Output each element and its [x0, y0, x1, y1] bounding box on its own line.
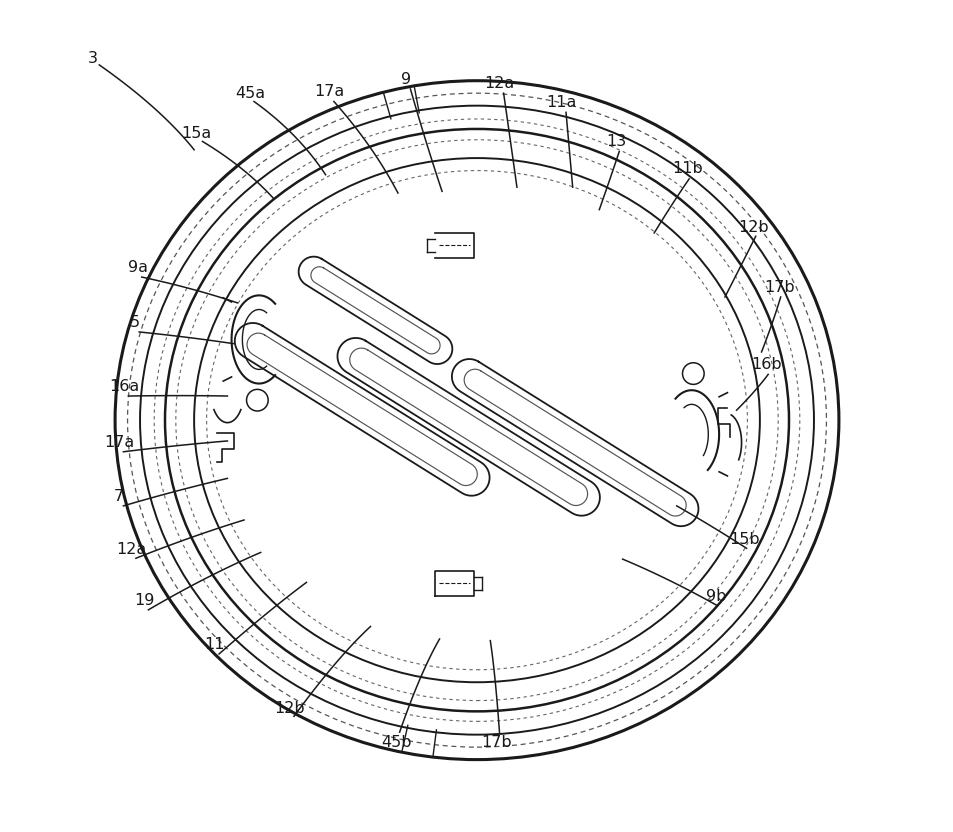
Text: 7: 7 — [114, 489, 124, 504]
Text: 12a: 12a — [484, 76, 514, 91]
Text: 16a: 16a — [109, 379, 139, 394]
Text: 15a: 15a — [181, 126, 212, 141]
Text: 19: 19 — [133, 593, 154, 608]
Text: 12b: 12b — [274, 701, 305, 716]
Text: 16b: 16b — [750, 357, 781, 372]
Text: 17a: 17a — [104, 435, 134, 450]
Text: 12a: 12a — [116, 542, 147, 557]
Text: 13: 13 — [606, 134, 626, 149]
Text: 3: 3 — [88, 51, 97, 66]
Text: 9: 9 — [401, 72, 411, 87]
Text: 12b: 12b — [738, 220, 768, 235]
Text: 17a: 17a — [314, 84, 344, 99]
Text: 45b: 45b — [380, 735, 411, 750]
Text: 11b: 11b — [672, 161, 702, 176]
Text: 11: 11 — [205, 637, 225, 652]
Text: 17b: 17b — [480, 735, 511, 750]
Text: 45a: 45a — [235, 86, 266, 101]
Text: 9a: 9a — [128, 260, 148, 275]
Text: 17b: 17b — [763, 280, 795, 295]
Text: 5: 5 — [130, 315, 140, 330]
Text: 11a: 11a — [546, 95, 577, 110]
Text: 9b: 9b — [705, 589, 725, 604]
Text: 15b: 15b — [729, 532, 760, 547]
